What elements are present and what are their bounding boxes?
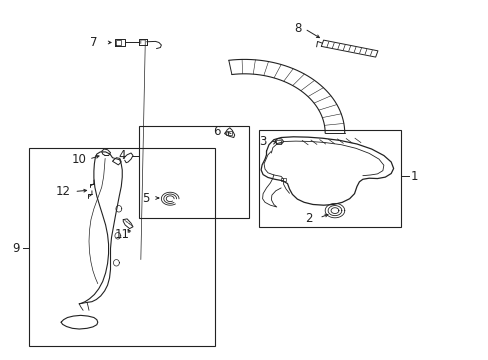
Text: 5: 5 bbox=[142, 192, 149, 205]
Text: 1: 1 bbox=[410, 170, 417, 183]
Bar bbox=[281, 178, 285, 181]
Text: 10: 10 bbox=[72, 153, 87, 166]
Text: 11: 11 bbox=[114, 228, 129, 241]
Text: 8: 8 bbox=[294, 22, 302, 35]
Bar bbox=[29, 148, 215, 346]
Bar bbox=[139, 126, 249, 218]
Text: 9: 9 bbox=[12, 242, 20, 255]
Text: 12: 12 bbox=[56, 185, 71, 198]
Text: 6: 6 bbox=[213, 125, 221, 138]
Text: 3: 3 bbox=[259, 135, 266, 148]
Bar bbox=[275, 140, 280, 144]
Bar bbox=[259, 130, 400, 227]
Text: 2: 2 bbox=[305, 212, 312, 225]
Bar bbox=[225, 131, 231, 135]
Text: 7: 7 bbox=[90, 36, 98, 49]
Text: 4: 4 bbox=[119, 149, 126, 162]
